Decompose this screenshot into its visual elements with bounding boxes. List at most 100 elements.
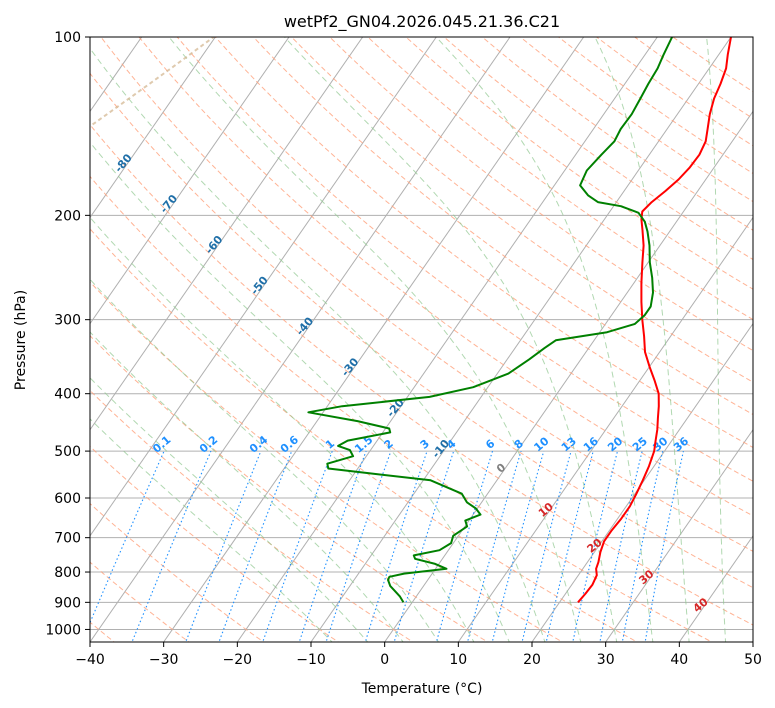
isotherm-line xyxy=(678,535,753,642)
mixing-ratio-line xyxy=(185,450,262,642)
moist-adiabat-line xyxy=(90,331,404,642)
moist-adiabat-line xyxy=(90,47,546,642)
y-axis-label: Pressure (hPa) xyxy=(13,290,29,390)
dry-adiabat-line xyxy=(291,37,753,383)
dry-adiabat-line xyxy=(672,37,753,93)
moist-adiabat-label: 0 xyxy=(494,461,508,476)
mixing-ratio-label: 3 xyxy=(418,437,432,452)
moist-adiabat-line xyxy=(90,377,369,642)
dry-adiabat-label: -70 xyxy=(157,192,180,216)
y-tick-label: 600 xyxy=(54,491,81,507)
mixing-ratio-line xyxy=(218,450,293,642)
dry-adiabat-label: -40 xyxy=(293,314,316,338)
moist-adiabat-line xyxy=(90,418,333,642)
dry-adiabat-line xyxy=(176,37,753,482)
isotherm-line xyxy=(457,216,753,642)
moist-adiabat-line xyxy=(284,37,618,642)
dry-adiabat-label: -100 xyxy=(19,67,47,97)
mixing-ratio-label: 0.4 xyxy=(247,433,271,456)
dry-adiabat-line xyxy=(90,72,753,589)
x-tick-label: −20 xyxy=(223,652,253,668)
isotherm-line xyxy=(163,37,585,642)
moist-adiabat-line xyxy=(90,278,440,642)
mixing-ratio-line xyxy=(491,450,545,642)
isotherm-line xyxy=(310,37,732,642)
dry-adiabat-line xyxy=(253,37,753,416)
isotherm-line xyxy=(90,37,364,431)
mixing-ratio-line xyxy=(393,450,455,642)
isotherm-line xyxy=(236,37,658,642)
dry-adiabat-line xyxy=(138,37,753,517)
mixing-ratio-line xyxy=(262,450,333,642)
y-tick-label: 800 xyxy=(54,565,81,581)
dry-adiabat-line xyxy=(634,37,753,120)
mixing-ratio-line xyxy=(90,450,165,624)
moist-adiabat-label: 10 xyxy=(536,500,556,520)
mixing-ratio-line xyxy=(572,450,619,642)
plot-frame xyxy=(89,36,754,643)
temperature-profile-line xyxy=(577,37,732,603)
isotherm-line xyxy=(605,428,753,642)
mixing-ratio-line xyxy=(521,450,572,642)
isotherm-line xyxy=(90,37,216,219)
y-tick-label: 200 xyxy=(54,208,81,224)
y-tick-label: 900 xyxy=(54,595,81,611)
mixing-ratio-label: 2 xyxy=(382,437,396,452)
dry-adiabat-label: -60 xyxy=(203,233,226,257)
x-tick-label: 40 xyxy=(670,652,688,668)
dry-adiabat-label: -80 xyxy=(112,151,135,175)
chart-title: wetPf2_GN04.2026.045.21.36.C21 xyxy=(284,12,560,32)
y-tick-label: 100 xyxy=(54,30,81,46)
moist-adiabat-label: 40 xyxy=(691,595,711,615)
x-tick-label: 0 xyxy=(380,652,389,668)
mixing-ratio-line xyxy=(644,450,684,642)
x-tick-label: 20 xyxy=(523,652,541,668)
mixing-ratio-line xyxy=(364,450,428,642)
moist-adiabat-line xyxy=(435,37,654,642)
mixing-ratio-line xyxy=(325,450,392,642)
isotherm-line xyxy=(384,110,753,642)
mixing-ratio-line xyxy=(466,450,522,642)
dry-adiabat-line xyxy=(90,335,489,642)
isotherm-line xyxy=(90,37,290,325)
lcl-curve-line xyxy=(90,37,215,128)
mixing-ratio-line xyxy=(435,450,494,642)
mixing-ratio-line xyxy=(545,450,594,642)
isotherm-line xyxy=(531,322,753,642)
isotherm-line xyxy=(90,37,511,642)
dry-adiabat-line xyxy=(90,123,753,626)
mixing-ratio-label: 0.1 xyxy=(150,433,173,455)
y-tick-label: 300 xyxy=(54,313,81,329)
dry-adiabat-label: -50 xyxy=(248,274,271,298)
moist-adiabat-line xyxy=(90,216,475,642)
moist-adiabat-label: 30 xyxy=(636,567,656,587)
isotherm-line xyxy=(0,32,72,645)
dry-adiabat-label: -30 xyxy=(339,355,362,379)
x-tick-label: −40 xyxy=(75,652,105,668)
mixing-ratio-line xyxy=(621,450,664,642)
dry-adiabat-line xyxy=(90,561,190,642)
mixing-ratio-line xyxy=(131,450,212,642)
dry-adiabat-line xyxy=(90,228,639,642)
x-tick-label: 30 xyxy=(597,652,615,668)
isotherm-line xyxy=(90,37,437,537)
mixing-ratio-line xyxy=(298,450,367,642)
moist-adiabat-line xyxy=(90,141,510,642)
moist-adiabat-line xyxy=(594,37,690,642)
y-tick-label: 500 xyxy=(54,444,81,460)
dry-adiabat-line xyxy=(90,445,340,642)
isotherm-line xyxy=(752,641,753,642)
dry-adiabat-line xyxy=(596,37,753,147)
mixing-ratio-label: 6 xyxy=(483,437,497,452)
moist-adiabat-line xyxy=(706,37,727,642)
y-tick-label: 400 xyxy=(54,387,81,403)
dry-adiabat-line xyxy=(90,502,265,642)
x-tick-label: 10 xyxy=(449,652,467,668)
dewpoint-profile-line xyxy=(307,37,674,603)
x-tick-label: 50 xyxy=(744,652,762,668)
dry-adiabat-line xyxy=(90,281,564,642)
moist-adiabat-line xyxy=(168,37,582,642)
dry-adiabat-line xyxy=(90,175,713,642)
mixing-ratio-label: 0.2 xyxy=(197,433,220,455)
